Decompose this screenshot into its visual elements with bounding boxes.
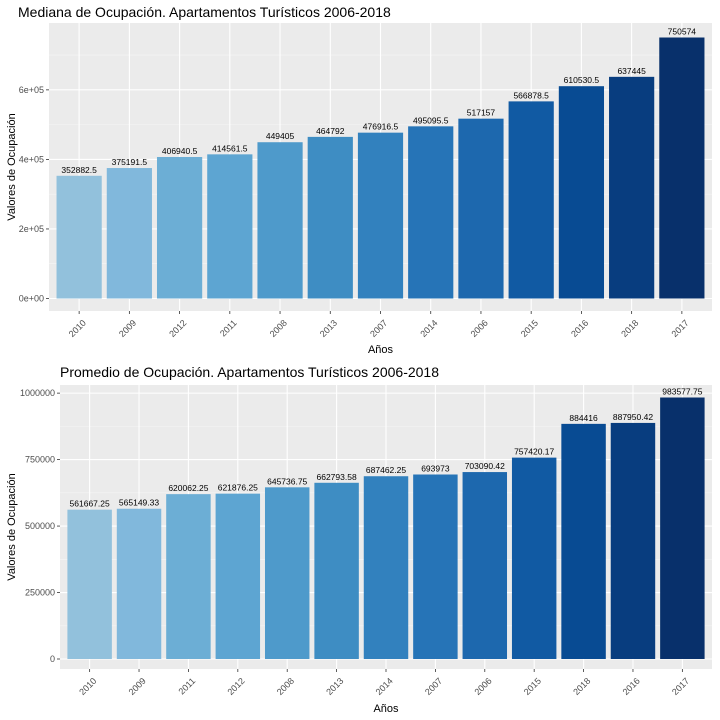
x-tick-label: 2014 bbox=[418, 318, 439, 339]
data-label: 566878.5 bbox=[513, 90, 549, 100]
bar-2010 bbox=[67, 509, 112, 659]
data-label: 884416 bbox=[569, 413, 598, 423]
bar-2014 bbox=[363, 476, 409, 659]
data-label: 620062.25 bbox=[168, 483, 208, 493]
data-label: 645736.75 bbox=[267, 476, 307, 486]
bar-2016 bbox=[610, 422, 656, 659]
x-tick-label: 2016 bbox=[569, 318, 590, 339]
y-tick-label: 500000 bbox=[25, 521, 55, 531]
x-tick-label: 2017 bbox=[670, 676, 691, 697]
data-label: 517157 bbox=[467, 108, 496, 118]
x-tick-label: 2012 bbox=[167, 318, 188, 339]
bar-2006 bbox=[458, 118, 504, 299]
bar-2018 bbox=[561, 423, 606, 659]
x-tick-label: 2007 bbox=[368, 318, 389, 339]
bar-2011 bbox=[166, 494, 211, 659]
y-tick-label: 6e+05 bbox=[19, 85, 44, 95]
bar-2016 bbox=[558, 86, 605, 299]
x-tick-label: 2015 bbox=[522, 676, 543, 697]
x-tick-label: 2009 bbox=[127, 676, 148, 697]
x-axis-title: Años bbox=[368, 344, 394, 356]
data-label: 662793.58 bbox=[317, 472, 357, 482]
data-label: 476916.5 bbox=[363, 122, 399, 132]
y-tick-label: 750000 bbox=[25, 455, 55, 465]
data-label: 375191.5 bbox=[112, 157, 148, 167]
y-tick-label: 250000 bbox=[25, 588, 55, 598]
data-label: 561667.25 bbox=[70, 499, 110, 509]
y-axis-title: Valores de Ocupación bbox=[6, 113, 18, 220]
bar-2007 bbox=[413, 474, 458, 659]
bar-2014 bbox=[408, 126, 454, 299]
x-tick-label: 2008 bbox=[275, 676, 296, 697]
x-tick-label: 2014 bbox=[374, 676, 395, 697]
x-tick-label: 2012 bbox=[225, 676, 246, 697]
bar-2010 bbox=[56, 175, 102, 299]
x-tick-label: 2007 bbox=[423, 676, 444, 697]
data-label: 352882.5 bbox=[61, 165, 97, 175]
bar-2012 bbox=[156, 156, 203, 299]
x-tick-label: 2009 bbox=[117, 318, 138, 339]
bar-2018 bbox=[609, 76, 655, 299]
x-tick-label: 2018 bbox=[571, 676, 592, 697]
data-label: 621876.25 bbox=[218, 483, 258, 493]
bar-2008 bbox=[257, 142, 303, 299]
data-label: 637445 bbox=[617, 66, 646, 76]
data-label: 887950.42 bbox=[613, 412, 653, 422]
x-tick-label: 2013 bbox=[324, 676, 345, 697]
y-tick-label: 2e+05 bbox=[19, 224, 44, 234]
y-tick-label: 0e+00 bbox=[19, 294, 44, 304]
x-tick-label: 2018 bbox=[619, 318, 640, 339]
x-tick-label: 2010 bbox=[77, 676, 98, 697]
x-tick-label: 2015 bbox=[519, 318, 540, 339]
bar-2017 bbox=[660, 397, 705, 659]
x-axis-title: Años bbox=[373, 703, 399, 715]
data-label: 414561.5 bbox=[212, 143, 248, 153]
data-label: 757420.17 bbox=[514, 447, 554, 457]
data-label: 750574 bbox=[668, 27, 697, 37]
bar-2013 bbox=[314, 482, 359, 659]
bar-2011 bbox=[207, 154, 253, 299]
bar-2008 bbox=[264, 487, 310, 659]
x-tick-label: 2011 bbox=[177, 676, 198, 697]
data-label: 449405 bbox=[266, 131, 295, 141]
chart-title: Promedio de Ocupación. Apartamentos Turí… bbox=[60, 364, 439, 380]
data-label: 406940.5 bbox=[162, 146, 198, 156]
x-tick-label: 2008 bbox=[268, 318, 289, 339]
chart-panel-2: 0 250000 500000 750000 1000000 561667.25 2010 5… bbox=[6, 364, 712, 715]
bar-2012 bbox=[215, 493, 261, 659]
bar-2009 bbox=[116, 508, 162, 659]
data-label: 565149.33 bbox=[119, 498, 159, 508]
data-label: 464792 bbox=[316, 126, 345, 136]
y-axis-title: Valores de Ocupación bbox=[6, 473, 18, 580]
x-tick-label: 2006 bbox=[469, 318, 490, 339]
x-tick-label: 2013 bbox=[318, 318, 339, 339]
data-label: 610530.5 bbox=[564, 75, 600, 85]
data-label: 703090.42 bbox=[465, 461, 505, 471]
bar-2017 bbox=[659, 37, 705, 299]
bar-2007 bbox=[357, 132, 404, 299]
y-tick-label: 4e+05 bbox=[19, 154, 44, 164]
x-tick-label: 2017 bbox=[669, 318, 690, 339]
data-label: 983577.75 bbox=[662, 387, 702, 397]
data-label: 693973 bbox=[421, 463, 450, 473]
x-tick-label: 2011 bbox=[218, 318, 239, 339]
chart-title: Mediana de Ocupación. Apartamentos Turís… bbox=[18, 4, 391, 20]
y-tick-label: 0 bbox=[50, 654, 55, 664]
x-tick-label: 2006 bbox=[472, 676, 493, 697]
x-tick-label: 2010 bbox=[67, 318, 88, 339]
chart-panel-1: 0e+00 2e+05 4e+05 6e+05 352882.5 2010 375191.5… bbox=[6, 4, 712, 356]
bar-2009 bbox=[106, 168, 152, 299]
bar-2015 bbox=[511, 457, 557, 659]
bar-2006 bbox=[462, 472, 508, 659]
bar-2015 bbox=[508, 101, 554, 299]
data-label: 495095.5 bbox=[413, 115, 449, 125]
data-label: 687462.25 bbox=[366, 465, 406, 475]
x-tick-label: 2016 bbox=[621, 676, 642, 697]
bar-2013 bbox=[307, 136, 353, 299]
y-tick-label: 1000000 bbox=[20, 388, 55, 398]
